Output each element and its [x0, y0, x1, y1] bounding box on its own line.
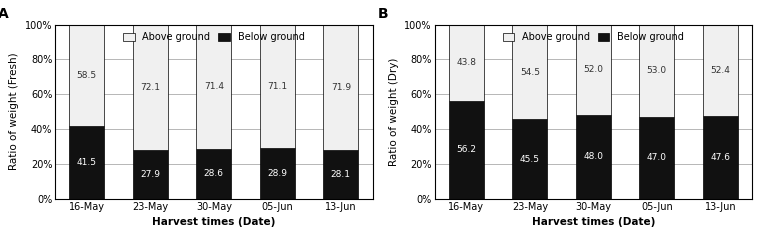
X-axis label: Harvest times (Date): Harvest times (Date) — [531, 217, 655, 227]
Bar — [197, 25, 231, 149]
Text: 41.5: 41.5 — [77, 158, 97, 167]
Bar — [323, 150, 358, 199]
Text: A: A — [0, 7, 8, 21]
Text: B: B — [377, 7, 388, 21]
Legend: Above ground, Below ground: Above ground, Below ground — [499, 29, 687, 45]
Bar — [260, 148, 294, 199]
Bar — [576, 25, 611, 115]
Bar — [449, 25, 483, 101]
Bar — [639, 117, 674, 199]
Text: 48.0: 48.0 — [584, 152, 603, 161]
Bar — [260, 25, 294, 148]
Bar — [703, 116, 738, 199]
Legend: Above ground, Below ground: Above ground, Below ground — [120, 29, 307, 45]
Bar — [512, 25, 547, 120]
Text: 52.0: 52.0 — [584, 65, 603, 74]
Text: 28.6: 28.6 — [204, 169, 224, 178]
Bar — [197, 149, 231, 199]
Text: 27.9: 27.9 — [140, 170, 160, 179]
Bar — [133, 25, 168, 150]
Bar — [323, 25, 358, 150]
Y-axis label: Ratio of weight (Fresh): Ratio of weight (Fresh) — [9, 53, 19, 170]
Text: 28.9: 28.9 — [267, 169, 288, 178]
Text: 58.5: 58.5 — [77, 71, 97, 80]
Text: 47.6: 47.6 — [710, 153, 730, 162]
Text: 71.9: 71.9 — [331, 83, 351, 92]
Text: 71.4: 71.4 — [204, 82, 224, 91]
Y-axis label: Ratio of weight (Dry): Ratio of weight (Dry) — [389, 58, 398, 166]
Text: 54.5: 54.5 — [520, 68, 540, 77]
Text: 47.0: 47.0 — [647, 153, 667, 162]
Text: 56.2: 56.2 — [456, 145, 477, 154]
Bar — [576, 115, 611, 199]
Text: 28.1: 28.1 — [331, 170, 351, 179]
Text: 43.8: 43.8 — [456, 58, 477, 67]
Text: 72.1: 72.1 — [140, 83, 160, 92]
Bar — [512, 120, 547, 199]
Text: 52.4: 52.4 — [710, 66, 730, 75]
Bar — [69, 126, 104, 199]
Bar — [133, 150, 168, 199]
Text: 45.5: 45.5 — [520, 155, 540, 164]
Bar — [639, 25, 674, 117]
Bar — [449, 101, 483, 199]
Text: 71.1: 71.1 — [267, 82, 288, 91]
X-axis label: Harvest times (Date): Harvest times (Date) — [152, 217, 276, 227]
Text: 53.0: 53.0 — [647, 66, 667, 75]
Bar — [703, 25, 738, 116]
Bar — [69, 25, 104, 126]
